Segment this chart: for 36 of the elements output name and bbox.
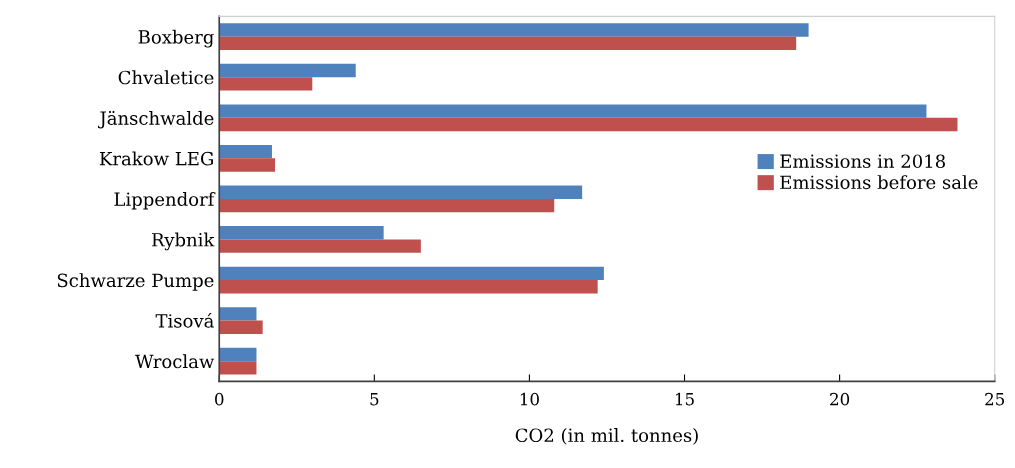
legend-label: Emissions in 2018 — [780, 154, 945, 169]
y-tick-label: Lippendorf — [114, 192, 216, 210]
bar — [219, 266, 604, 281]
legend-label: Emissions before sale — [780, 175, 978, 190]
y-tick-label: Jänschwalde — [97, 110, 214, 129]
bar — [219, 23, 809, 37]
bar — [219, 226, 384, 240]
y-tick-label: Krakow LEG — [99, 151, 213, 166]
y-tick-label: Rybnik — [151, 232, 215, 251]
y-tick-label: Schwarze Pumpe — [57, 273, 214, 291]
bar — [219, 347, 257, 362]
bar — [219, 361, 257, 375]
bar — [219, 185, 583, 199]
bar — [219, 36, 797, 51]
bar — [219, 144, 272, 159]
x-axis-title: CO2 (in mil. tonnes) — [515, 428, 698, 445]
bar — [219, 280, 598, 294]
bar — [219, 63, 356, 78]
bar — [219, 117, 958, 132]
y-tick-label: Wroclaw — [135, 354, 215, 369]
y-tick-label: Chvaletice — [118, 70, 214, 85]
x-tick-label: 25 — [985, 392, 1005, 406]
bar — [219, 198, 555, 213]
x-tick-label: 15 — [675, 392, 694, 406]
bar — [219, 158, 276, 172]
x-tick-label: 5 — [370, 393, 379, 406]
y-tick-label: Boxberg — [138, 29, 214, 48]
bar — [219, 104, 927, 118]
x-tick-label: 10 — [520, 392, 539, 406]
y-tick-label: Tisová — [155, 313, 214, 328]
x-tick-label: 0 — [215, 392, 224, 406]
bar — [219, 77, 313, 91]
bar — [219, 320, 263, 334]
x-tick-label: 20 — [830, 392, 850, 406]
bar — [219, 239, 421, 253]
bar — [219, 307, 257, 321]
